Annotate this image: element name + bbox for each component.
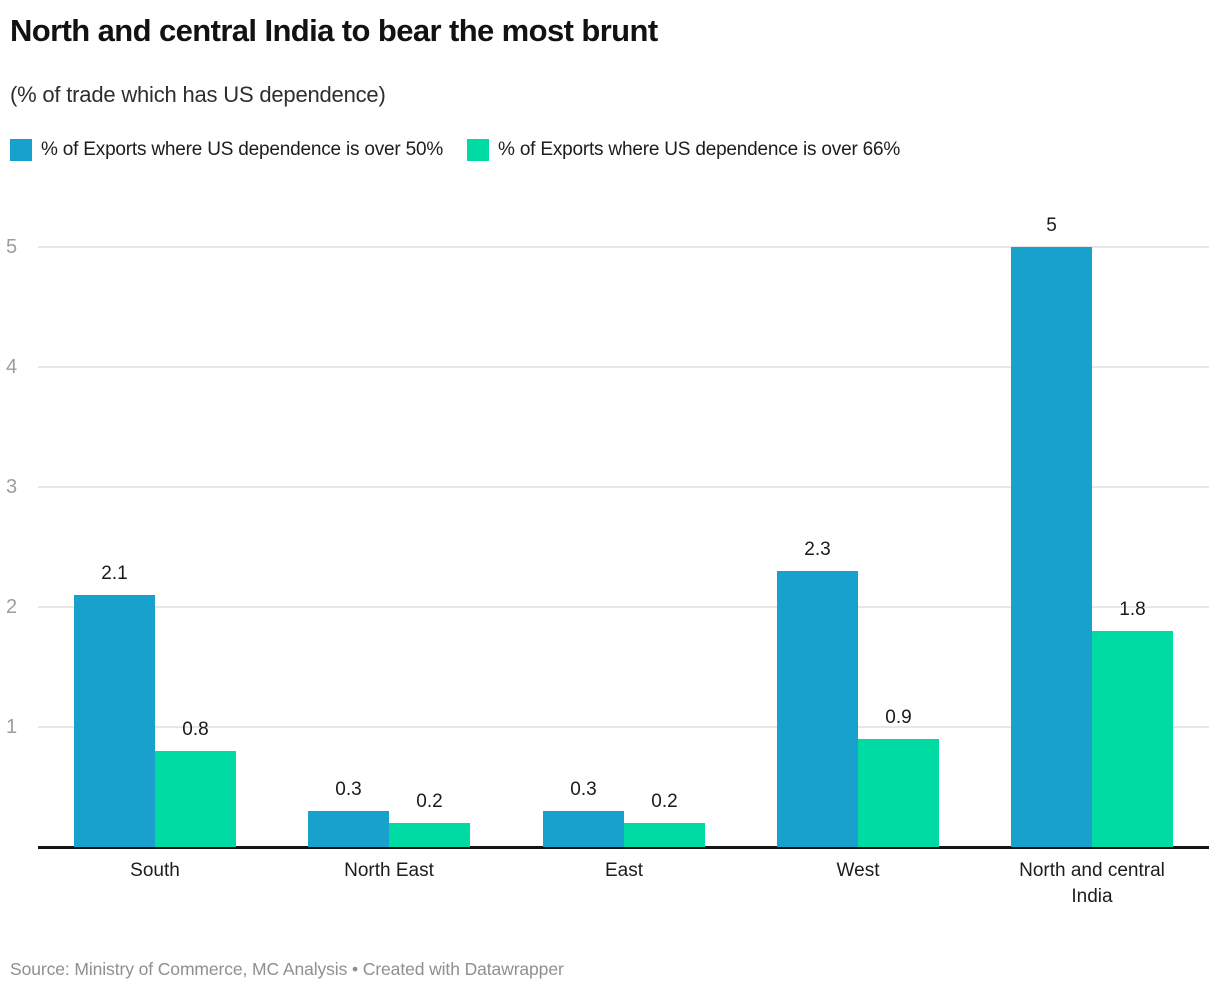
value-label: 0.2	[416, 791, 443, 812]
y-tick-label: 1	[6, 716, 18, 738]
bar-series-2	[858, 739, 939, 847]
y-tick-label: 3	[6, 476, 18, 498]
bar-series-1	[777, 571, 858, 847]
value-label: 0.9	[885, 707, 912, 728]
grid-line	[38, 486, 1209, 488]
bar-series-2	[624, 823, 705, 847]
value-label: 1.8	[1119, 599, 1146, 620]
legend-label: % of Exports where US dependence is over…	[498, 139, 901, 160]
value-label: 0.2	[651, 791, 678, 812]
grid-line	[38, 366, 1209, 368]
bar-series-2	[155, 751, 236, 847]
y-tick-label: 4	[6, 356, 18, 378]
x-category-label: North and central India	[1019, 860, 1165, 907]
x-category-label: South	[130, 860, 180, 881]
bar-series-1	[1011, 247, 1092, 847]
value-label: 2.1	[101, 563, 128, 584]
bar-series-1	[543, 811, 624, 847]
x-category-label: North East	[344, 860, 434, 881]
value-label: 0.3	[570, 779, 597, 800]
source-note: Source: Ministry of Commerce, MC Analysi…	[10, 959, 564, 979]
chart-title: North and central India to bear the most…	[10, 13, 658, 48]
legend-swatch	[10, 139, 32, 161]
legend-swatch	[467, 139, 490, 161]
chart-subtitle: (% of trade which has US dependence)	[10, 82, 386, 107]
grid-line	[38, 606, 1209, 608]
legend-item: % of Exports where US dependence is over…	[10, 139, 443, 161]
legend-label: % of Exports where US dependence is over…	[41, 139, 444, 160]
value-label: 0.8	[182, 719, 209, 740]
bar-series-1	[74, 595, 155, 847]
bar-series-2	[389, 823, 470, 847]
x-axis-line	[38, 846, 1209, 849]
value-label: 2.3	[804, 539, 831, 560]
bar-series-1	[308, 811, 389, 847]
bar-series-2	[1092, 631, 1173, 847]
x-category-label: West	[836, 860, 880, 881]
y-tick-label: 5	[6, 236, 18, 258]
grid-line	[38, 246, 1209, 248]
grid-line	[38, 726, 1209, 728]
legend-item: % of Exports where US dependence is over…	[467, 139, 900, 161]
y-tick-label: 2	[6, 596, 18, 618]
x-category-label: East	[604, 860, 644, 881]
value-label: 0.3	[335, 779, 362, 800]
value-label: 5	[1046, 215, 1057, 236]
legend: % of Exports where US dependence is over…	[10, 139, 924, 161]
